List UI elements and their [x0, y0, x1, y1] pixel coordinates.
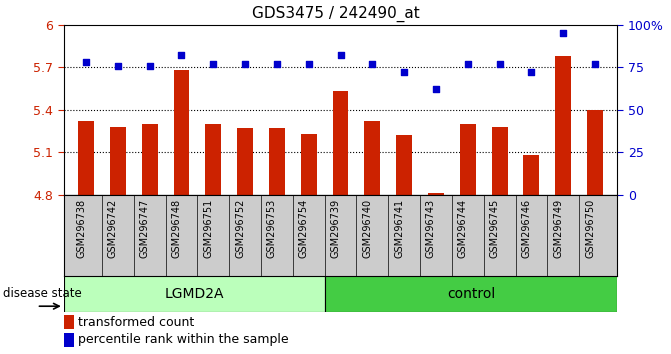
Text: LGMD2A: LGMD2A — [164, 287, 224, 301]
Text: disease state: disease state — [3, 287, 82, 300]
Bar — [333, 91, 348, 195]
Point — [272, 61, 282, 67]
Text: GSM296749: GSM296749 — [553, 199, 563, 258]
Point — [240, 61, 250, 67]
Bar — [269, 128, 285, 195]
Bar — [237, 128, 253, 195]
Bar — [78, 121, 94, 195]
Text: GSM296746: GSM296746 — [521, 199, 531, 258]
Bar — [428, 193, 444, 195]
Text: GSM296751: GSM296751 — [203, 199, 213, 258]
Bar — [301, 134, 317, 195]
Bar — [556, 56, 571, 195]
Bar — [64, 333, 74, 347]
Text: GSM296750: GSM296750 — [585, 199, 595, 258]
Bar — [492, 127, 507, 195]
Bar — [460, 124, 476, 195]
Point — [399, 69, 409, 75]
Text: GSM296738: GSM296738 — [76, 199, 86, 258]
Bar — [64, 315, 74, 329]
Text: GSM296742: GSM296742 — [108, 199, 118, 258]
Bar — [110, 127, 125, 195]
Point — [431, 86, 442, 92]
Bar — [523, 155, 539, 195]
Point — [462, 61, 473, 67]
Bar — [142, 124, 158, 195]
Bar — [64, 276, 325, 312]
Point — [590, 61, 601, 67]
Point — [176, 52, 187, 58]
Point — [558, 30, 568, 36]
Point — [526, 69, 537, 75]
Bar — [364, 121, 380, 195]
Bar — [587, 110, 603, 195]
Point — [208, 61, 219, 67]
Text: control: control — [447, 287, 495, 301]
Text: GSM296739: GSM296739 — [331, 199, 341, 258]
Text: GSM296745: GSM296745 — [490, 199, 500, 258]
Text: GSM296748: GSM296748 — [172, 199, 181, 258]
Text: percentile rank within the sample: percentile rank within the sample — [78, 333, 289, 347]
Point — [495, 61, 505, 67]
Point — [81, 59, 91, 65]
Text: GSM296753: GSM296753 — [267, 199, 277, 258]
Bar — [174, 70, 189, 195]
Text: GSM296754: GSM296754 — [299, 199, 309, 258]
Point — [336, 52, 346, 58]
Text: GSM296743: GSM296743 — [426, 199, 436, 258]
Text: GDS3475 / 242490_at: GDS3475 / 242490_at — [252, 5, 419, 22]
Text: GSM296740: GSM296740 — [362, 199, 372, 258]
Point — [303, 61, 314, 67]
Text: GSM296752: GSM296752 — [235, 199, 245, 258]
Point — [113, 63, 123, 68]
Text: transformed count: transformed count — [78, 316, 194, 329]
Text: GSM296744: GSM296744 — [458, 199, 468, 258]
Bar — [205, 124, 221, 195]
Bar — [325, 276, 617, 312]
Point — [367, 61, 378, 67]
Point — [144, 63, 155, 68]
Text: GSM296747: GSM296747 — [140, 199, 150, 258]
Bar — [396, 135, 412, 195]
Text: GSM296741: GSM296741 — [394, 199, 404, 258]
